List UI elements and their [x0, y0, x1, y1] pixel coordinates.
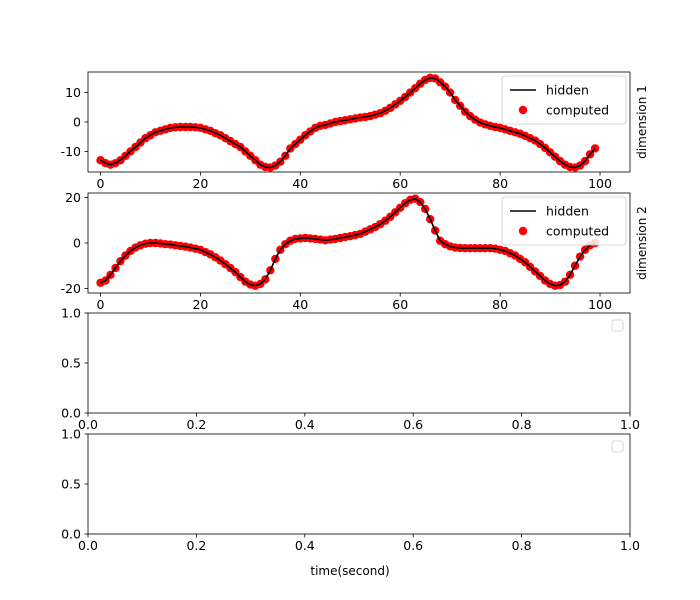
x-tick-label: 0.6: [403, 417, 423, 432]
legend-label-hidden: hidden: [546, 204, 589, 219]
x-tick-label: 80: [492, 176, 508, 191]
subplot-1: 0 20 40 60 80 100 -10 0 10 dimension 1 hidden compu…: [61, 71, 649, 191]
subplot-4: 0.0 0.2 0.4 0.6 0.8 1.0 0.0 0.5 1.0: [61, 427, 640, 554]
y-tick-label: 0.0: [61, 527, 81, 542]
hidden-line: [100, 197, 596, 287]
y-tick-label: 0: [73, 236, 81, 251]
legend-box: [501, 75, 627, 125]
x-tick-label: 40: [292, 297, 308, 312]
x-tick-label: 0.0: [78, 538, 98, 553]
x-tick-label: 60: [392, 297, 408, 312]
x-tick-label: 100: [588, 297, 612, 312]
x-tick-label: 0: [97, 176, 105, 191]
subplot-3: 0.0 0.2 0.4 0.6 0.8 1.0 0.0 0.5 1.0: [61, 306, 640, 433]
y-label-right: dimension 2: [635, 206, 649, 280]
empty-legend-box: [611, 440, 624, 453]
x-tick-label: 0.0: [78, 417, 98, 432]
legend: hidden computed: [501, 75, 627, 125]
x-tick-label: 80: [492, 297, 508, 312]
x-tick-label: 40: [292, 176, 308, 191]
y-label-right: dimension 1: [635, 85, 649, 159]
y-tick-label: -10: [61, 144, 81, 159]
x-tick-label: 1.0: [620, 538, 640, 553]
y-tick-label: 10: [65, 85, 81, 100]
legend-label-computed: computed: [546, 103, 609, 118]
x-tick-label: 0.2: [186, 538, 206, 553]
subplots: 0 20 40 60 80 100 -10 0 10 dimension 1 hidden compu…: [61, 71, 649, 554]
legend-point-swatch: [518, 226, 528, 236]
legend: hidden computed: [501, 196, 627, 246]
y-tick-label: 0: [73, 115, 81, 130]
plot-area: [96, 73, 600, 172]
x-tick-label: 20: [192, 297, 208, 312]
y-tick-label: 0.0: [61, 406, 81, 421]
x-tick-label: 0.8: [512, 417, 532, 432]
plot-area: [96, 194, 600, 290]
empty-legend-box: [611, 319, 624, 332]
x-tick-label: 0.6: [403, 538, 423, 553]
legend: [611, 440, 624, 453]
y-tick-label: 1.0: [61, 306, 81, 321]
legend: [611, 319, 624, 332]
y-tick-label: 1.0: [61, 427, 81, 442]
hidden-line: [100, 77, 596, 169]
x-tick-label: 0.2: [186, 417, 206, 432]
x-tick-label: 20: [192, 176, 208, 191]
x-tick-label: 0: [97, 297, 105, 312]
y-tick-label: 20: [65, 190, 81, 205]
x-tick-label: 0.8: [512, 538, 532, 553]
y-tick-label: 0.5: [61, 477, 81, 492]
y-tick-label: -20: [61, 281, 81, 296]
legend-label-hidden: hidden: [546, 83, 589, 98]
x-tick-label: 0.4: [295, 538, 315, 553]
legend-point-swatch: [518, 105, 528, 115]
x-tick-label: 60: [392, 176, 408, 191]
x-tick-label: 1.0: [620, 417, 640, 432]
x-tick-label: 0.4: [295, 417, 315, 432]
legend-label-computed: computed: [546, 224, 609, 239]
legend-box: [501, 196, 627, 246]
x-tick-label: 100: [588, 176, 612, 191]
subplot-2: 0 20 40 60 80 100 -20 0 20 dimension 2 hidden compu…: [61, 190, 649, 312]
figure-xlabel: time(second): [310, 564, 389, 578]
y-tick-label: 0.5: [61, 356, 81, 371]
